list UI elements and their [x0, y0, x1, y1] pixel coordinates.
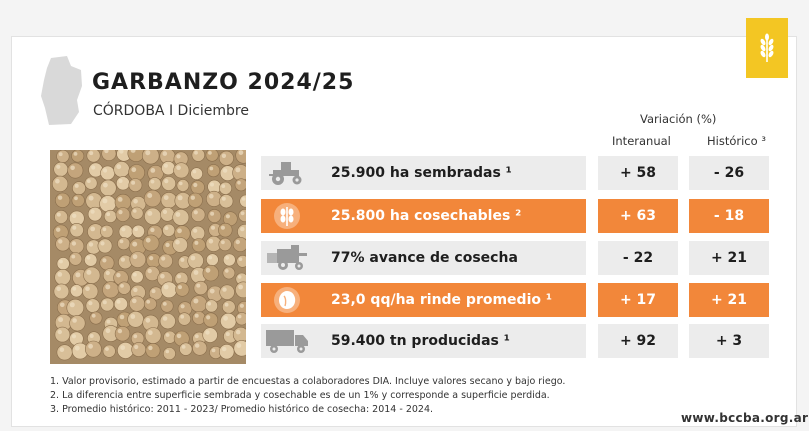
- interanual-value: + 17: [598, 283, 678, 317]
- website-link[interactable]: www.bccba.org.ar: [681, 411, 809, 425]
- footnote-3: 3. Promedio histórico: 2011 - 2023/ Prom…: [50, 404, 434, 415]
- column-historico-header: Histórico ³: [707, 134, 766, 148]
- variation-header: Variación (%): [640, 112, 717, 126]
- historico-value: - 18: [689, 199, 769, 233]
- truck-icon: [263, 324, 311, 358]
- interanual-value: + 63: [598, 199, 678, 233]
- harvester-icon: [263, 241, 311, 275]
- column-interanual-header: Interanual: [612, 134, 671, 148]
- grain-icon: [263, 283, 311, 317]
- interanual-value: + 58: [598, 156, 678, 190]
- row-label: 59.400 tn producidas ¹: [331, 333, 510, 349]
- historico-value: + 21: [689, 283, 769, 317]
- historico-value: + 3: [689, 324, 769, 358]
- page-title: GARBANZO 2024/25: [92, 70, 355, 95]
- interanual-value: + 92: [598, 324, 678, 358]
- cordoba-map-icon: [41, 56, 82, 125]
- footnote-1: 1. Valor provisorio, estimado a partir d…: [50, 376, 566, 387]
- plant-icon: [263, 199, 311, 233]
- row-label: 25.800 ha cosechables ²: [331, 208, 522, 224]
- row-producidas: 59.400 tn producidas ¹: [261, 324, 586, 358]
- row-avance: 77% avance de cosecha: [261, 241, 586, 275]
- chickpea-photo: [50, 150, 246, 364]
- row-label: 25.900 ha sembradas ¹: [331, 165, 512, 181]
- footnote-2: 2. La diferencia entre superficie sembra…: [50, 390, 550, 401]
- bccba-logo: [746, 18, 788, 78]
- historico-value: + 21: [689, 241, 769, 275]
- row-rinde: 23,0 qq/ha rinde promedio ¹: [261, 283, 586, 317]
- row-cosechables: 25.800 ha cosechables ²: [261, 199, 586, 233]
- historico-value: - 26: [689, 156, 769, 190]
- footnotes: 1. Valor provisorio, estimado a partir d…: [50, 375, 565, 417]
- tractor-icon: [263, 156, 311, 190]
- row-sembradas: 25.900 ha sembradas ¹: [261, 156, 586, 190]
- interanual-value: - 22: [598, 241, 678, 275]
- row-label: 23,0 qq/ha rinde promedio ¹: [331, 292, 552, 308]
- page-subtitle: CÓRDOBA I Diciembre: [93, 103, 249, 119]
- wheat-icon: [760, 33, 774, 62]
- row-label: 77% avance de cosecha: [331, 250, 518, 266]
